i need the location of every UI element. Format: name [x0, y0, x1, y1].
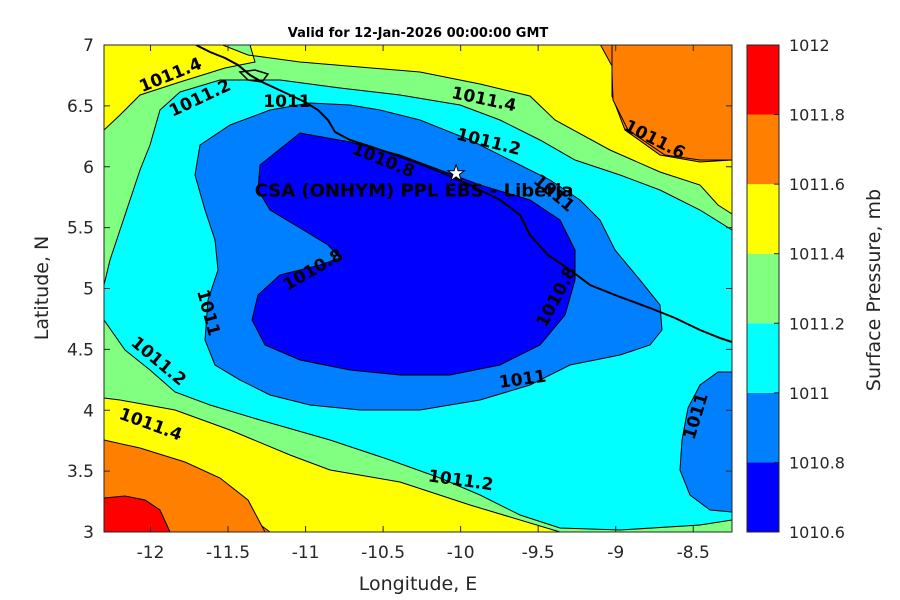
x-tick-label: -10.5: [361, 543, 405, 563]
x-axis-ticks: -12 -11.5 -11 -10.5 -10 -9.5 -9 -8.5: [137, 45, 710, 563]
x-tick-label: -12: [137, 543, 165, 563]
colorbar-tick-label: 1011.4: [789, 245, 845, 264]
contour-label: 1011: [263, 92, 310, 112]
y-axis-label: Latitude, N: [31, 236, 53, 341]
y-tick-label: 4: [83, 401, 94, 421]
colorbar-swatch: [747, 323, 779, 393]
x-tick-label: -8.5: [677, 543, 710, 563]
coastline: [195, 45, 732, 343]
colorbar-tick-label: 1011.2: [789, 314, 845, 333]
site-star-marker: ★: [446, 161, 466, 186]
y-tick-label: 6.5: [67, 97, 94, 117]
colorbar-swatch: [747, 462, 779, 532]
y-tick-label: 4.5: [67, 340, 94, 360]
y-tick-label: 3: [83, 523, 94, 543]
y-tick-label: 5: [83, 280, 94, 300]
colorbar-label: Surface Pressure, mb: [863, 189, 885, 391]
y-axis-ticks: 3 3.5 4 4.5 5 5.5 6 6.5 7: [67, 36, 732, 543]
y-tick-label: 5.5: [67, 219, 94, 239]
colorbar-tick-label: 1011.8: [789, 106, 845, 125]
contour-band-1011.8-red-sw: [104, 495, 171, 532]
coastline-path: [195, 45, 732, 343]
colorbar-swatch: [747, 253, 779, 324]
x-axis-label: Longitude, E: [359, 573, 478, 595]
colorbar-swatch: [747, 184, 779, 254]
colorbar-frame: [746, 44, 780, 533]
x-tick-label: -11.5: [206, 543, 250, 563]
colorbar-tick-label: 1011.6: [789, 175, 845, 194]
chart-title: Valid for 12-Jan-2026 00:00:00 GMT: [288, 26, 549, 41]
contour-band-1010.6-deep-blue: [251, 132, 576, 376]
y-tick-label: 7: [83, 36, 94, 56]
contour-band-1010.8-blue-south-east: [679, 371, 732, 513]
contour-band-1011.6-orange-ne: [611, 45, 732, 161]
colorbar-tick-label: 1010.8: [789, 453, 845, 472]
colorbar-tick-label: 1010.6: [789, 523, 845, 542]
y-tick-label: 6: [83, 158, 94, 178]
colorbar-swatch: [747, 392, 779, 463]
y-tick-label: 3.5: [67, 462, 94, 482]
x-tick-label: -9: [607, 543, 624, 563]
colorbar-swatch: [747, 45, 779, 115]
x-tick-label: -11: [292, 543, 320, 563]
x-tick-label: -10: [447, 543, 475, 563]
colorbar-tick-label: 1012: [789, 36, 830, 55]
colorbar-swatch: [747, 114, 779, 185]
coastline-island: [238, 69, 270, 83]
x-tick-label: -9.5: [522, 543, 555, 563]
site-annotation-label: CSA (ONHYM) PPL EBS - Liberia: [255, 180, 574, 201]
colorbar: 1010.6 1010.8 1011 1011.2 1011.4 1011.6 1011.8…: [746, 36, 845, 542]
colorbar-tick-label: 1011: [789, 384, 830, 403]
contour-fill-layers: [104, 45, 732, 532]
site-annotation: CSA (ONHYM) PPL EBS - Liberia ★: [255, 161, 574, 202]
